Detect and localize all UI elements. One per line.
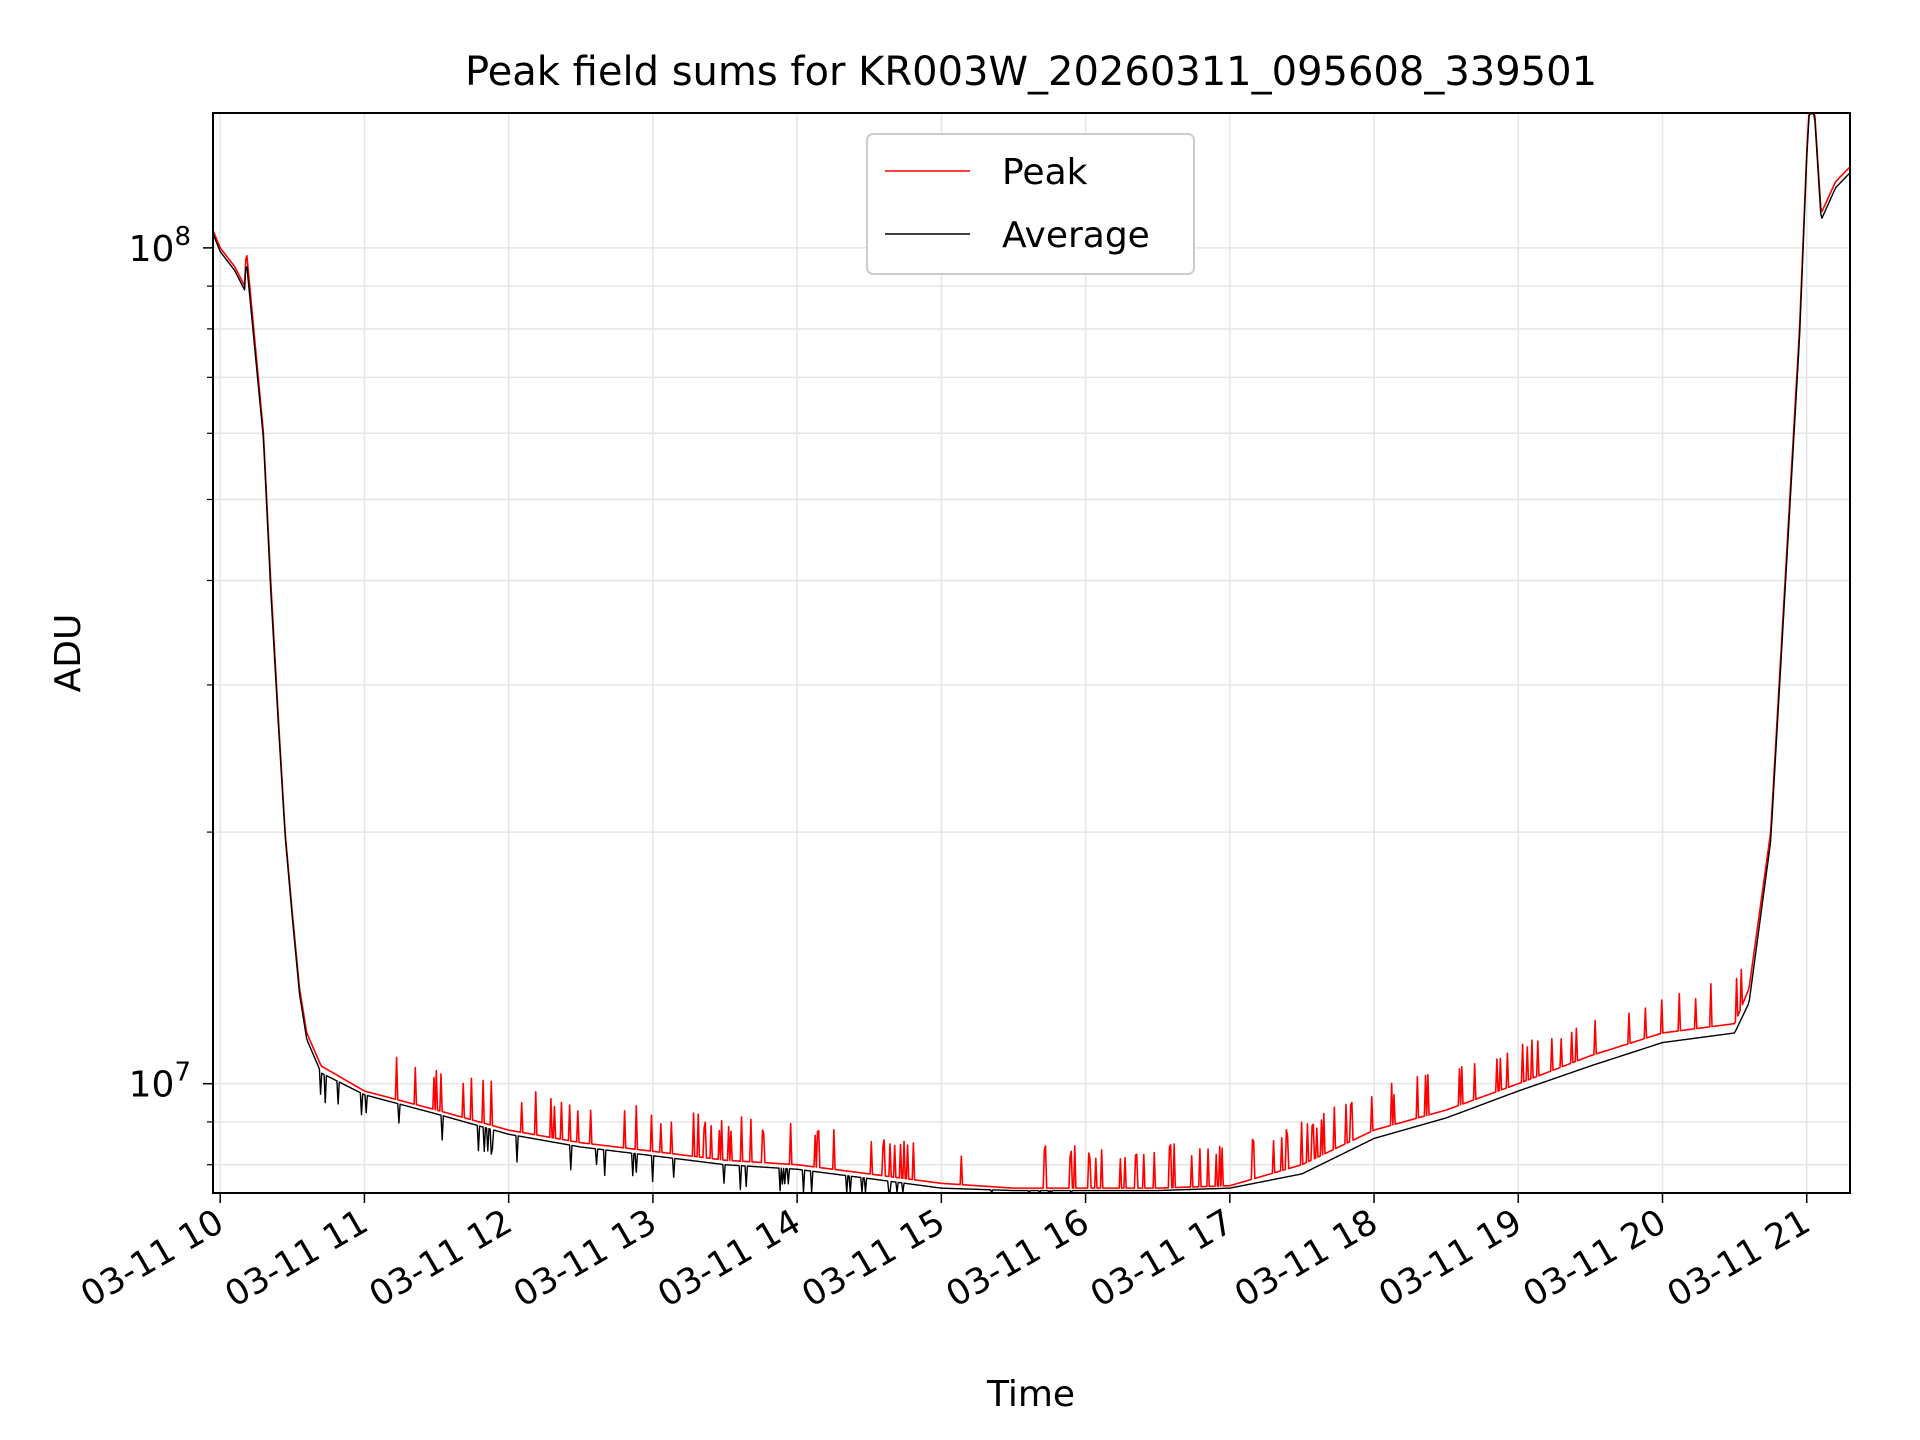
y-tick-label: 108	[129, 222, 191, 270]
series-line-peak	[212, 112, 1851, 1189]
plot-area-frame	[212, 112, 1851, 1194]
legend-label-average: Average	[1002, 215, 1150, 256]
y-axis-label: ADU	[48, 614, 89, 693]
series-layer	[212, 112, 1851, 1193]
series-line-average	[212, 113, 1851, 1193]
legend-box	[866, 133, 1195, 275]
legend-label-peak: Peak	[1002, 152, 1088, 193]
y-tick-label: 107	[129, 1058, 191, 1106]
chart-title: Peak field sums for KR003W_20260311_0956…	[465, 49, 1597, 95]
legend: Peak Average	[866, 133, 1195, 275]
x-axis-label: Time	[986, 1374, 1075, 1415]
